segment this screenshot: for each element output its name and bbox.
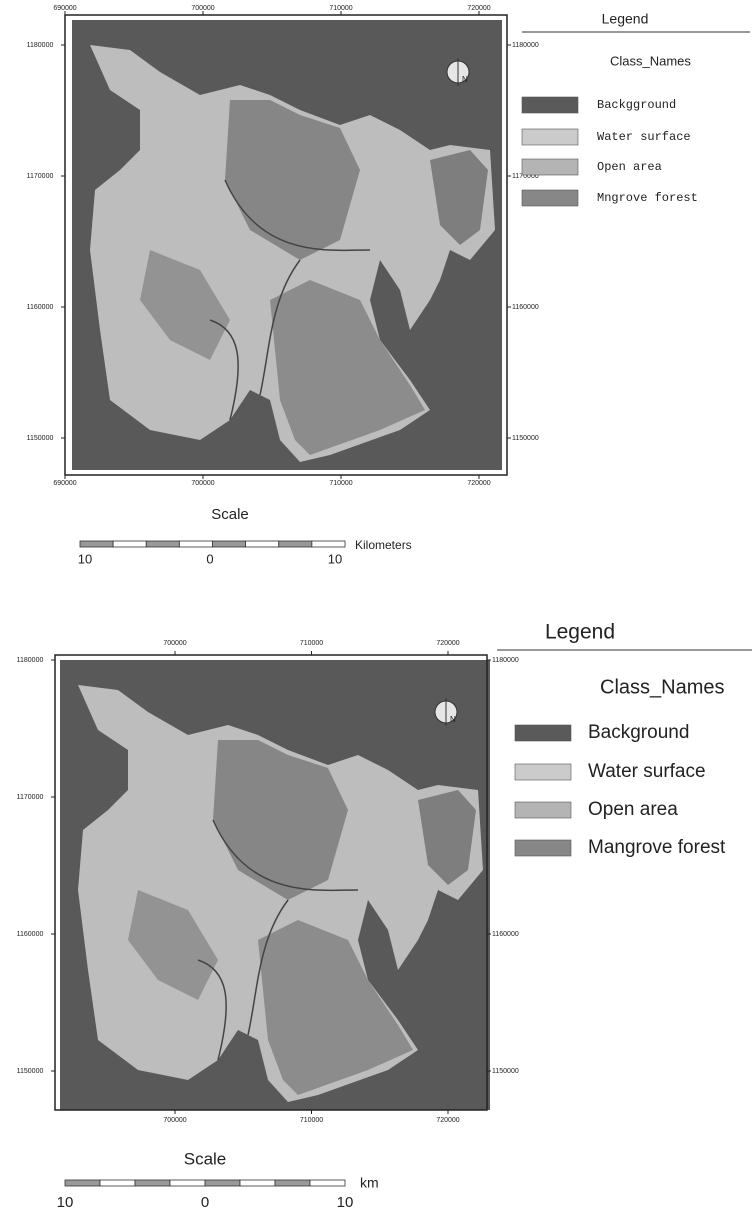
figure: N 69000070000071000072000069000070000071…: [0, 0, 754, 1225]
tick-label: 1180000: [27, 42, 54, 49]
legend-subtitle: Class_Names: [600, 676, 724, 698]
legend-label: Open area: [597, 160, 662, 174]
scale-bar: [205, 1180, 240, 1186]
legend-label: Mngrove forest: [597, 191, 698, 205]
tick-label: 710000: [300, 640, 323, 647]
legend-swatch: [522, 97, 578, 113]
tick-label: 1180000: [512, 42, 539, 49]
scale-bar: [135, 1180, 170, 1186]
scale-label: 10: [337, 1194, 354, 1211]
tick-label: 700000: [191, 5, 214, 12]
tick-label: 1160000: [492, 931, 519, 938]
tick-label: 1170000: [17, 794, 44, 801]
scale-bar: [275, 1180, 310, 1186]
tick-label: 1170000: [27, 173, 54, 180]
scale-title: Scale: [184, 1149, 227, 1168]
scale-bar: [65, 1180, 100, 1186]
tick-label: 1160000: [27, 304, 54, 311]
tick-label: 720000: [436, 1117, 459, 1124]
legend-swatch: [522, 159, 578, 175]
scale-bar: [312, 541, 345, 547]
classified-map: [72, 20, 502, 470]
legend-label: Background: [588, 722, 689, 743]
tick-label: 1180000: [492, 657, 519, 664]
legend-swatch: [515, 764, 571, 780]
legend-title: Legend: [545, 621, 615, 644]
legend-label: Backgground: [597, 98, 676, 112]
tick-label: 1150000: [512, 435, 539, 442]
legend-swatch: [515, 802, 571, 818]
tick-label: 720000: [467, 5, 490, 12]
scale-bar: [246, 541, 279, 547]
legend-title: Legend: [602, 11, 649, 27]
tick-label: 720000: [436, 640, 459, 647]
scale-bar: [213, 541, 246, 547]
legend-swatch: [522, 129, 578, 145]
scale-unit: Kilometers: [355, 538, 412, 552]
legend-subtitle: Class_Names: [610, 53, 691, 68]
scale-bar: [279, 541, 312, 547]
scale-bar: [100, 1180, 135, 1186]
tick-label: 710000: [329, 5, 352, 12]
legend-label: Water surface: [588, 761, 706, 782]
tick-label: 700000: [163, 640, 186, 647]
legend-swatch: [522, 190, 578, 206]
tick-label: 710000: [300, 1117, 323, 1124]
tick-label: 1160000: [17, 931, 44, 938]
scale-bar: [113, 541, 146, 547]
tick-label: 1150000: [27, 435, 54, 442]
legend-label: Open area: [588, 799, 678, 820]
legend-label: Water surface: [597, 130, 691, 144]
scale-label: 10: [78, 551, 92, 566]
classified-map: [60, 660, 490, 1110]
scale-bar: [310, 1180, 345, 1186]
scale-label: 0: [206, 551, 213, 566]
legend-label: Mangrove forest: [588, 837, 726, 858]
scale-label: 0: [201, 1194, 209, 1211]
scale-title: Scale: [211, 506, 249, 523]
tick-label: 720000: [467, 480, 490, 487]
tick-label: 1180000: [17, 657, 44, 664]
tick-label: 1150000: [17, 1068, 44, 1075]
scale-bar: [240, 1180, 275, 1186]
scale-label: 10: [328, 551, 342, 566]
scale-bar: [179, 541, 212, 547]
tick-label: 1150000: [492, 1068, 519, 1075]
scale-bar: [170, 1180, 205, 1186]
legend-swatch: [515, 840, 571, 856]
tick-label: 690000: [53, 5, 76, 12]
tick-label: 700000: [163, 1117, 186, 1124]
legend-swatch: [515, 725, 571, 741]
scale-bar: [146, 541, 179, 547]
tick-label: 1160000: [512, 304, 539, 311]
tick-label: 690000: [53, 480, 76, 487]
scale-bar: [80, 541, 113, 547]
tick-label: 700000: [191, 480, 214, 487]
scale-label: 10: [57, 1194, 74, 1211]
tick-label: 710000: [329, 480, 352, 487]
scale-unit: km: [360, 1175, 379, 1191]
